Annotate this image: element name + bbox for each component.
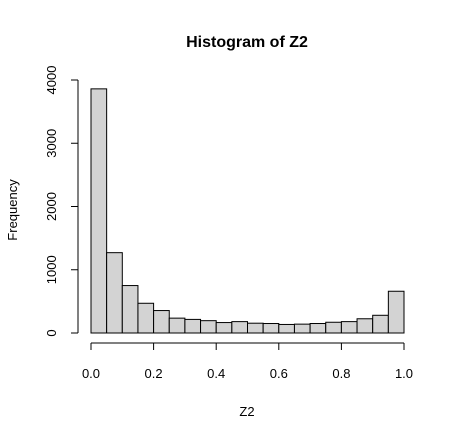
y-axis-label: Frequency [5,179,20,241]
histogram-bar [90,88,108,334]
y-axis: 0 1000 2000 3000 4000 [44,66,79,337]
histogram-bar [340,321,358,334]
histogram-bar [153,310,170,334]
x-axis: 0.0 0.2 0.4 0.6 0.8 1.0 [82,342,413,381]
histogram-bar [247,322,264,334]
histogram-bar [231,321,249,334]
histogram-bar [137,302,155,334]
x-tick-label: 0.2 [145,366,163,381]
x-axis-label: Z2 [239,404,254,419]
x-tick-label: 1.0 [395,366,413,381]
x-tick-label: 0.0 [82,366,100,381]
x-tick-label: 0.4 [207,366,225,381]
histogram-bar [200,320,217,334]
histogram-bar [356,318,374,334]
histogram-bar [278,323,295,334]
histogram-bar [262,323,280,334]
histogram-bar [168,317,186,334]
histogram-bar [293,323,311,334]
y-tick-label: 2000 [44,192,59,221]
x-tick-label: 0.8 [332,366,350,381]
x-tick-label: 0.6 [270,366,288,381]
histogram-bar [387,290,405,334]
y-tick-label: 0 [44,329,59,336]
y-tick-label: 4000 [44,66,59,95]
y-tick-label: 3000 [44,129,59,158]
chart-title: Histogram of Z2 [186,34,308,51]
bars-group [90,88,405,334]
histogram-bar [121,285,139,334]
histogram-bar [372,314,389,334]
histogram-bar [106,252,123,334]
histogram-bar [325,321,342,334]
histogram-bar [215,322,233,334]
histogram-bar [309,323,327,334]
histogram-bar [184,318,202,334]
y-tick-label: 1000 [44,255,59,284]
